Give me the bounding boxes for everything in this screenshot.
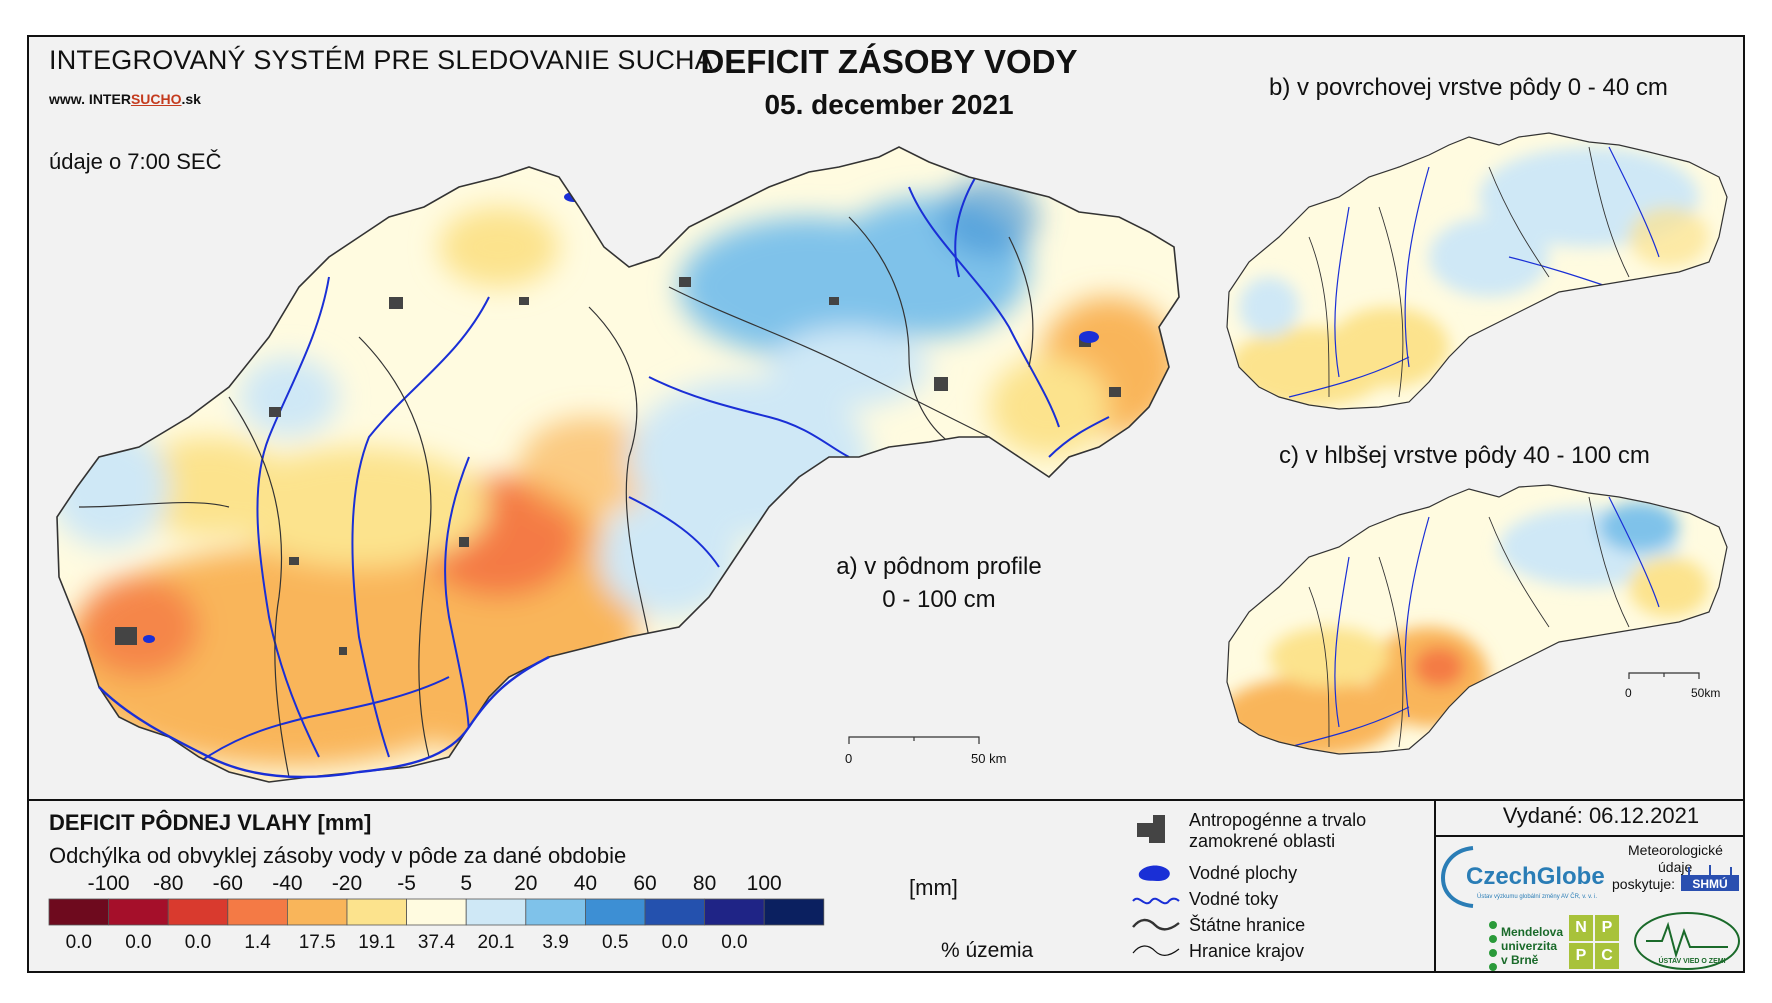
panel-c-state-border [1226,484,1728,755]
legend-percentage-0: 0.0 [66,932,92,953]
mendel-logo-icon [1489,921,1497,971]
panel-a-title: a) v pôdnom profile 0 - 100 cm [836,553,1042,613]
legend-class-5 [346,898,407,926]
main-map: 0 50 km 0 50km [56,132,1728,783]
nppc-logo-p1: P [1595,915,1619,941]
legend-colorbar: 0.0 0.0 0.0 1.4 17.5 19.1 37.4 20.1 3.9 0.5 0.0 0.0… [48,872,825,953]
main-scale-end: 50 km [971,751,1006,766]
legend-bound-8: 40 [574,872,597,895]
legend-percentage-2: 0.0 [185,932,211,953]
legend-class-0 [48,898,109,926]
legend-title: DEFICIT PÔDNEJ VLAHY [mm] [49,810,372,835]
credits-divider [1434,799,1436,971]
legend-unit: [mm] [909,875,958,900]
legend-percentage-3: 1.4 [244,932,271,953]
main-scale-start: 0 [845,751,852,766]
anthropogenic-icon [1137,815,1165,843]
legend-class-1 [108,898,169,926]
issued-divider [1434,835,1743,837]
panel-a-state-border [56,146,1180,783]
svg-text:ÚSTAV VIED O ZEMI: ÚSTAV VIED O ZEMI [1658,956,1725,965]
region-borders-label: Hranice krajov [1189,941,1305,961]
legend-percent-label: % územia [941,939,1034,962]
legend-bound-3: -40 [272,872,302,895]
legend-class-6 [406,898,467,926]
legend-class-7 [465,898,527,926]
legend-percentage-8: 3.9 [542,932,568,953]
legend-percentage-7: 20.1 [478,932,515,953]
map-frame: INTEGROVANÝ SYSTÉM PRE SLEDOVANIE SUCHA … [27,35,1745,973]
legend-bound-0: -100 [88,872,130,895]
legend-class-12 [763,898,825,926]
panel-b-title: b) v povrchovej vrstve pôdy 0 - 40 cm [1269,74,1668,101]
legend-percentage-9: 0.5 [602,932,628,953]
legend-bound-9: 60 [633,872,656,895]
small-scale-bar [1628,672,1700,679]
svg-text:SHMÚ: SHMÚ [1692,876,1727,891]
water-course-icon [1132,897,1180,905]
czechglobe-logo: CzechGlobe [1466,863,1605,890]
legend-class-2 [167,898,229,926]
observation-time: údaje o 7:00 SEČ [49,149,222,174]
legend-percentage-10: 0.0 [662,932,688,953]
nppc-logo-p2: P [1569,943,1593,969]
state-borders-label: Štátne hranice [1189,915,1306,935]
state-border-icon [1132,918,1180,931]
mendel-university-logo: Mendelova univerzita v Brně [1501,925,1564,967]
legend-divider [29,799,1743,801]
water-bodies-label: Vodné plochy [1189,863,1298,883]
legend-percentage-1: 0.0 [125,932,151,953]
map-date: 05. december 2021 [764,89,1014,120]
legend-bound-11: 100 [747,872,782,895]
legend-percentage-4: 17.5 [299,932,336,953]
panel-a-danube [98,655,550,779]
legend-bound-10: 80 [693,872,716,895]
panel-b-deficit-layer [1227,133,1727,409]
system-title: INTEGROVANÝ SYSTÉM PRE SLEDOVANIE SUCHA [49,45,713,75]
small-scale-start: 0 [1625,686,1632,700]
legend-class-4 [286,898,348,926]
legend-class-10 [644,898,705,926]
panel-a-deficit-layer [57,147,1179,782]
shmu-logo-icon: SHMÚ [1681,865,1739,891]
meteo-provider-text: Meteorologické údaje poskytuje: [1612,842,1723,892]
nppc-logo-n: N [1569,915,1593,941]
legend-bound-6: 5 [460,872,472,895]
water-courses-label: Vodné toky [1189,889,1279,909]
legend-bound-4: -20 [332,872,362,895]
main-scale-bar [848,736,980,744]
issued-date: Vydané: 06.12.2021 [1502,803,1700,828]
panel-c-title: c) v hlbšej vrstve pôdy 40 - 100 cm [1279,442,1650,469]
legend-percentage-6: 37.4 [418,932,455,953]
legend-class-8 [525,898,586,926]
panel-b-state-border [1226,132,1728,410]
website-highlight: SUCHO [130,91,182,107]
legend-subtitle: Odchýlka od obvyklej zásoby vody v pôde … [49,843,627,868]
website-link[interactable]: www. INTERSUCHO.sk [49,91,201,107]
region-border-icon [1132,945,1180,956]
uvz-logo-icon: ÚSTAV VIED O ZEMI [1634,912,1740,970]
legend-class-3 [227,898,288,926]
legend-class-9 [585,898,646,926]
anthropogenic-label: Antropogénne a trvalo zamokrené oblasti [1189,810,1367,851]
panel-a-rivers [178,156,1110,778]
main-title: DEFICIT ZÁSOBY VODY [700,43,1078,80]
legend-percentage-5: 19.1 [358,932,395,953]
legend-percentage-11: 0.0 [721,932,747,953]
legend-class-11 [704,898,765,926]
legend-bound-5: -5 [397,872,416,895]
panel-a-region-borders [78,216,1034,778]
water-body-icon [1138,865,1170,881]
symbol-legend-icons [1132,815,1180,956]
panel-c-deficit-layer [1227,485,1727,754]
nppc-logo-c: C [1595,943,1619,969]
legend-bound-1: -80 [153,872,183,895]
czechglobe-logo-icon [1440,846,1474,908]
czechglobe-subtitle: Ústav výzkumu globální změny AV ČR, v. v… [1477,894,1598,900]
legend-bound-7: 20 [514,872,537,895]
small-scale-end: 50km [1691,686,1720,700]
legend-bound-2: -60 [213,872,243,895]
